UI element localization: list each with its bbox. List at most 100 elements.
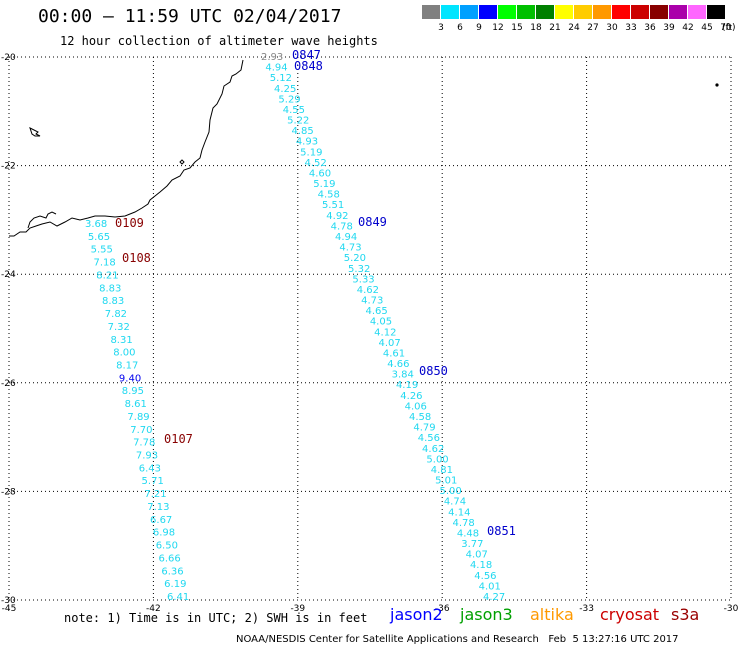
map-subtitle: 12 hour collection of altimeter wave hei… [60, 34, 378, 48]
pass-time-label: 0109 [115, 216, 144, 230]
wave-height-value: 3.68 [85, 219, 107, 230]
wave-height-value: 4.94 [335, 232, 357, 243]
legend-unit: (ft) [722, 23, 736, 33]
wave-height-value: 3.84 [392, 370, 414, 381]
legend-swatch [479, 5, 498, 19]
legend-swatch [441, 5, 460, 19]
lat-tick-label: -24 [1, 270, 16, 280]
wave-height-value: 7.13 [147, 502, 169, 513]
legend-swatch [612, 5, 631, 19]
lat-tick-label: -20 [1, 53, 16, 63]
wave-height-value: 4.79 [413, 423, 435, 434]
legend-swatch [631, 5, 650, 19]
coastline [9, 59, 244, 237]
wave-height-value: 7.89 [127, 412, 149, 423]
wave-height-value: 4.58 [318, 190, 340, 201]
legend-label: 18 [530, 23, 542, 33]
lon-tick-label: -45 [2, 604, 17, 614]
wave-height-value: 6.41 [167, 592, 189, 603]
wave-height-value: 6.19 [164, 579, 186, 590]
wave-height-value: 5.29 [278, 94, 300, 105]
wave-height-value: 8.83 [102, 296, 124, 307]
wave-height-value: 4.06 [405, 401, 427, 412]
island-small [179, 159, 185, 165]
legend-label: 21 [549, 23, 561, 33]
legend-label: 36 [644, 23, 656, 33]
wave-height-value: 4.62 [422, 444, 444, 455]
lon-tick-label: -39 [290, 604, 305, 614]
wave-height-value: 4.66 [387, 359, 409, 370]
pass-time-label: 0850 [419, 364, 448, 378]
wave-height-value: 8.17 [116, 360, 138, 371]
wave-height-value: 5.22 [287, 116, 309, 127]
wave-height-value: 4.14 [448, 507, 470, 518]
wave-height-value: 3.77 [461, 539, 483, 550]
legend-label: 15 [511, 23, 523, 33]
track-east: 2.934.945.124.255.294.555.224.854.935.19… [261, 52, 505, 603]
coastline-mainland [9, 59, 244, 237]
legend-swatch [555, 5, 574, 19]
coastline-bay [27, 211, 57, 229]
wave-height-value: 4.61 [383, 348, 405, 359]
wave-height-value: 4.19 [396, 380, 418, 391]
wave-height-value: 4.73 [361, 296, 383, 307]
wave-height-value: 4.18 [470, 560, 492, 571]
legend-swatch [707, 5, 726, 19]
wave-height-value: 6.66 [159, 553, 181, 564]
wave-height-value: 5.12 [270, 73, 292, 84]
wave-height-value: 4.78 [331, 221, 353, 232]
wave-height-value: 4.26 [400, 391, 422, 402]
axis-tick-labels: -45 -42 -39 -36 -33 -30 -20 -22 -24 -26 -28 -30 [1, 53, 739, 614]
pass-time-label: 0108 [122, 251, 151, 265]
legend-label: 33 [625, 23, 637, 33]
legend-label: 3 [438, 23, 444, 33]
wave-height-value: 4.58 [409, 412, 431, 423]
wave-height-value: 4.07 [466, 550, 488, 561]
wave-height-value: 4.78 [453, 518, 475, 529]
wave-height-value: 7.70 [130, 425, 152, 436]
wave-height-value: 5.01 [435, 476, 457, 487]
legend-swatch [650, 5, 669, 19]
wave-height-value: 4.92 [326, 211, 348, 222]
wave-height-value: 4.73 [339, 243, 361, 254]
footnote: note: 1) Time is in UTC; 2) SWH is in fe… [64, 611, 368, 625]
wave-height-value: 4.56 [418, 433, 440, 444]
wave-height-value: 5.51 [322, 200, 344, 211]
legend-label: 6 [457, 23, 463, 33]
wave-height-value: 7.82 [105, 309, 127, 320]
lat-tick-label: -28 [1, 487, 16, 497]
wave-height-value: 2.93 [261, 52, 283, 63]
map-grid [8, 56, 732, 601]
wave-height-value: 8.00 [113, 348, 135, 359]
lon-tick-label: -30 [724, 604, 739, 614]
wave-height-value: 5.19 [313, 179, 335, 190]
wave-height-value: 4.65 [365, 306, 387, 317]
wave-height-value: 8.95 [122, 386, 144, 397]
wave-height-value: 4.55 [283, 105, 305, 116]
legend-swatch [574, 5, 593, 19]
wave-height-value: 6.43 [139, 463, 161, 474]
lon-tick-label: -33 [579, 604, 594, 614]
legend-label: 24 [568, 23, 580, 33]
wave-height-value: 7.18 [93, 258, 115, 269]
wave-height-value: 7.21 [144, 489, 166, 500]
wave-height-value: 6.36 [161, 566, 183, 577]
map-title: 00:00 – 11:59 UTC 02/04/2017 [38, 6, 342, 27]
legend-label: 45 [701, 23, 713, 33]
wave-height-value: 7.32 [108, 322, 130, 333]
legend-label: 39 [663, 23, 675, 33]
wave-height-value: 7.93 [136, 451, 158, 462]
wave-height-value: 4.56 [474, 571, 496, 582]
wave-height-value: 4.94 [265, 63, 287, 74]
wave-height-value: 4.74 [444, 497, 466, 508]
lat-tick-label: -26 [1, 379, 16, 389]
legend-swatch [688, 5, 707, 19]
legend-swatch [498, 5, 517, 19]
pass-time-label: 0849 [358, 215, 387, 229]
pass-time-label: 0107 [164, 432, 193, 446]
wave-height-value: 9.40 [119, 373, 141, 384]
wave-height-value: 4.07 [379, 338, 401, 349]
wave-height-value: 4.52 [305, 158, 327, 169]
wave-height-value: 7.78 [133, 438, 155, 449]
